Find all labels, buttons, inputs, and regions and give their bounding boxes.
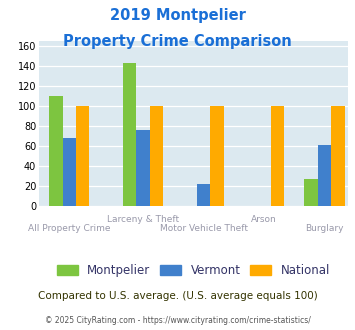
Text: Burglary: Burglary [305, 224, 344, 233]
Text: 2019 Montpelier: 2019 Montpelier [110, 8, 245, 23]
Bar [62, 138, 76, 206]
Text: © 2025 CityRating.com - https://www.cityrating.com/crime-statistics/: © 2025 CityRating.com - https://www.city… [45, 316, 310, 325]
Bar [304, 179, 318, 206]
Text: Arson: Arson [251, 214, 277, 223]
Text: Motor Vehicle Theft: Motor Vehicle Theft [159, 224, 247, 233]
Text: All Property Crime: All Property Crime [28, 224, 110, 233]
Bar [136, 130, 150, 206]
Bar [76, 106, 89, 206]
Bar [210, 106, 224, 206]
Legend: Montpelier, Vermont, National: Montpelier, Vermont, National [52, 259, 335, 281]
Bar [150, 106, 163, 206]
Text: Compared to U.S. average. (U.S. average equals 100): Compared to U.S. average. (U.S. average … [38, 291, 317, 301]
Bar [123, 63, 136, 206]
Bar [49, 96, 62, 206]
Bar [271, 106, 284, 206]
Text: Larceny & Theft: Larceny & Theft [107, 214, 179, 223]
Bar [318, 145, 331, 206]
Bar [197, 184, 210, 206]
Bar [331, 106, 345, 206]
Text: Property Crime Comparison: Property Crime Comparison [63, 34, 292, 49]
